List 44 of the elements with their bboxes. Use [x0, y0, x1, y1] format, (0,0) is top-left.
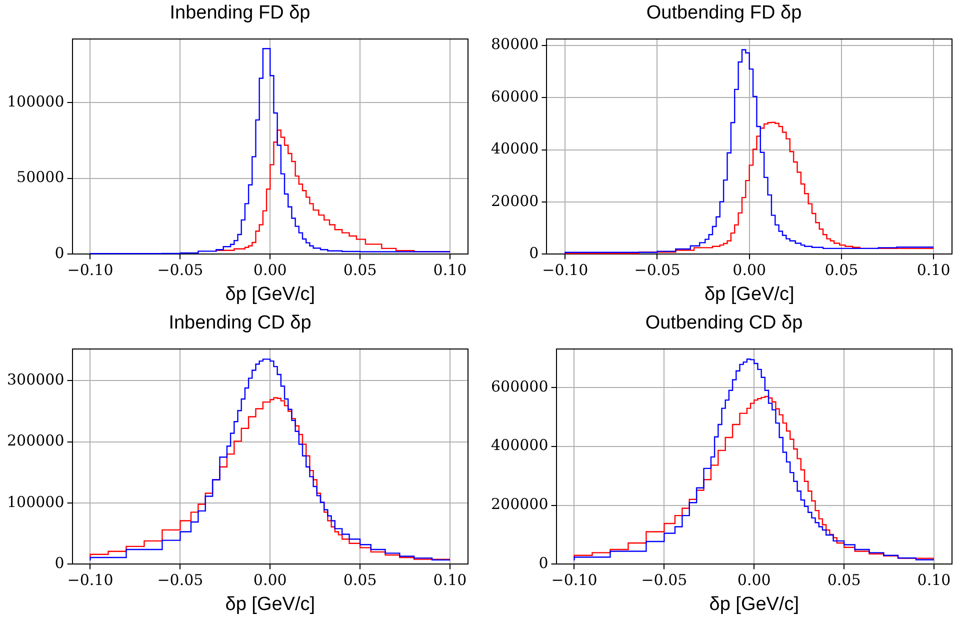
- y-tick-label: 40000: [491, 140, 539, 158]
- y-tick-label: 20000: [491, 192, 539, 210]
- y-tick-label: 0: [529, 244, 539, 262]
- x-tick-label: −0.10: [551, 571, 598, 590]
- x-tick-label: −0.10: [542, 261, 588, 280]
- y-tick-label: 100000: [6, 92, 64, 110]
- y-tick-label: 100000: [6, 492, 64, 511]
- x-tick-label: 0.05: [343, 261, 377, 280]
- x-tick-label: 0.00: [253, 261, 287, 280]
- y-tick-label: 300000: [6, 370, 64, 389]
- x-tick-label: 0.00: [732, 261, 766, 280]
- x-tick-label: −0.05: [634, 261, 680, 280]
- x-tick-label: 0.10: [433, 571, 467, 590]
- x-axis-title: δp [GeV/c]: [225, 284, 316, 305]
- x-tick-label: 0.10: [916, 261, 950, 280]
- x-tick-label: 0.00: [737, 571, 771, 590]
- x-tick-label: −0.05: [641, 571, 688, 590]
- y-tick-label: 50000: [16, 168, 64, 186]
- x-tick-label: 0.05: [343, 571, 377, 590]
- x-tick-label: −0.05: [157, 571, 204, 590]
- chart-title: Inbending CD δp: [168, 312, 312, 334]
- chart-title: Outbending FD δp: [646, 2, 802, 24]
- chart-title: Inbending FD δp: [170, 2, 310, 24]
- y-tick-label: 0: [538, 554, 548, 572]
- x-tick-label: −0.10: [67, 571, 114, 590]
- x-tick-label: −0.05: [157, 261, 204, 280]
- x-tick-label: 0.00: [253, 571, 287, 590]
- x-tick-label: 0.05: [824, 261, 858, 280]
- y-tick-label: 0: [54, 554, 64, 572]
- x-axis-title: δp [GeV/c]: [225, 594, 316, 615]
- y-tick-label: 200000: [6, 432, 64, 450]
- y-tick-label: 200000: [490, 495, 548, 514]
- x-tick-label: 0.05: [827, 571, 861, 590]
- y-tick-label: 80000: [491, 35, 539, 54]
- chart-title: Outbending CD δp: [645, 312, 803, 334]
- y-tick-label: 600000: [490, 377, 548, 396]
- x-tick-label: 0.10: [917, 571, 951, 590]
- x-axis-title: δp [GeV/c]: [704, 284, 794, 305]
- x-axis-title: δp [GeV/c]: [709, 594, 800, 615]
- x-tick-label: −0.10: [67, 261, 114, 280]
- y-tick-label: 400000: [490, 436, 548, 454]
- x-tick-label: 0.10: [433, 261, 467, 280]
- y-tick-label: 0: [54, 244, 64, 262]
- y-tick-label: 60000: [491, 87, 539, 106]
